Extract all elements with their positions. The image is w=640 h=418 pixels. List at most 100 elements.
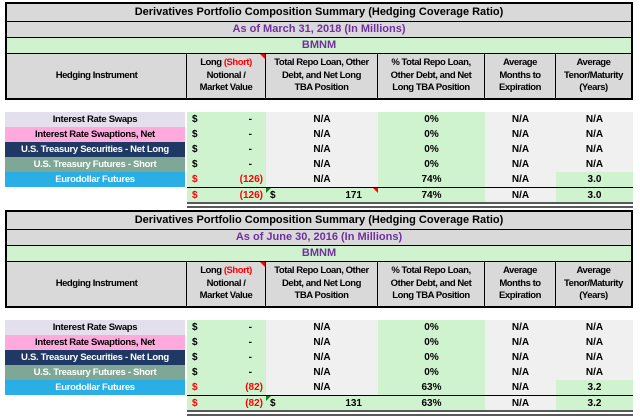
column-header-line: TBA Position — [294, 290, 349, 302]
column-header-line: Market Value — [199, 82, 253, 94]
column-header-avg-months: Average Months to Expiration — [485, 262, 556, 306]
notional-value: - — [248, 352, 252, 363]
table-row: Eurodollar Futures $ (126) N/A 74% N/A 3.0 — [5, 172, 633, 187]
months-cell: N/A — [485, 127, 556, 142]
column-header-line: Notional / — [206, 277, 246, 289]
row-label: Eurodollar Futures — [5, 380, 185, 395]
pct-cell: 63% — [378, 380, 485, 395]
total-pct-cell: 74% — [378, 187, 485, 202]
months-cell: N/A — [485, 365, 556, 380]
column-header-pct-repo: % Total Repo Loan, Other Debt, and Net Lon… — [378, 54, 485, 98]
column-header-line: Long TBA Position — [392, 290, 470, 302]
column-header-line: Total Repo Loan, Other — [274, 57, 369, 69]
column-header-line: Other Debt, and Net — [390, 277, 472, 289]
notional-cell: $ (82) — [187, 380, 266, 395]
currency-symbol: $ — [192, 322, 198, 333]
comment-indicator-icon — [373, 188, 378, 193]
column-header-line: Hedging Instrument — [55, 277, 138, 289]
tenor-cell: N/A — [556, 112, 633, 127]
notional-cell: $ - — [187, 365, 266, 380]
column-header-line: % Total Repo Loan, — [391, 57, 471, 69]
table-title: Derivatives Portfolio Composition Summar… — [7, 212, 631, 230]
column-header-line: Months to — [499, 277, 541, 289]
notional-value: - — [248, 129, 252, 140]
column-header-line: Months to — [499, 69, 541, 81]
table-row: Interest Rate Swaptions, Net $ - N/A 0% N/A N/… — [5, 127, 633, 142]
table-row: Eurodollar Futures $ (82) N/A 63% N/A 3.2 — [5, 380, 633, 395]
pct-cell: 0% — [378, 112, 485, 127]
repo-cell: N/A — [266, 172, 378, 187]
table-row: Interest Rate Swaps $ - N/A 0% N/A N/A — [5, 320, 633, 335]
currency-symbol: $ — [192, 114, 198, 125]
row-label: U.S. Treasury Securities - Net Long — [5, 142, 185, 157]
months-cell: N/A — [485, 335, 556, 350]
tenor-cell: N/A — [556, 127, 633, 142]
total-notional-cell: $ (82) — [187, 395, 266, 410]
total-tenor-cell: 3.2 — [556, 395, 633, 410]
column-header-avg-months: Average Months to Expiration — [485, 54, 556, 98]
formula-flag-icon — [266, 396, 271, 401]
tenor-cell: N/A — [556, 320, 633, 335]
pct-cell: 0% — [378, 127, 485, 142]
months-cell: N/A — [485, 380, 556, 395]
months-cell: N/A — [485, 157, 556, 172]
row-label: Interest Rate Swaps — [5, 112, 185, 127]
column-header-line: Expiration — [499, 82, 541, 94]
notional-cell: $ - — [187, 127, 266, 142]
column-header-line: % Total Repo Loan, — [391, 265, 471, 277]
notional-cell: $ - — [187, 142, 266, 157]
derivatives-summary-table: Derivatives Portfolio Composition Summar… — [5, 2, 633, 208]
column-header-hedging-instrument: Hedging Instrument — [7, 54, 187, 98]
column-header-line: Debt, and Net Long — [282, 69, 361, 81]
table-row: U.S. Treasury Futures - Short $ - N/A 0% N/A N… — [5, 157, 633, 172]
column-header-line: Long TBA Position — [392, 82, 470, 94]
row-label: U.S. Treasury Futures - Short — [5, 365, 185, 380]
total-repo-cell: $131 — [266, 395, 378, 410]
repo-cell: N/A — [266, 320, 378, 335]
total-months-cell: N/A — [485, 187, 556, 202]
repo-cell: N/A — [266, 127, 378, 142]
repo-cell: N/A — [266, 380, 378, 395]
pct-cell: 0% — [378, 320, 485, 335]
total-row: $ (82) $131 63% N/A 3.2 — [5, 395, 633, 410]
derivatives-summary-table: Derivatives Portfolio Composition Summar… — [5, 210, 633, 416]
column-header-line: Hedging Instrument — [55, 69, 138, 81]
notional-value: (126) — [239, 174, 263, 185]
currency-symbol: $ — [192, 352, 198, 363]
notional-value: - — [248, 144, 252, 155]
notional-value: - — [248, 337, 252, 348]
double-underline-rule — [187, 202, 633, 208]
column-header-line: Long (Short) — [200, 265, 252, 278]
spacer — [5, 100, 633, 112]
currency-symbol: $ — [192, 382, 198, 393]
repo-cell: N/A — [266, 112, 378, 127]
table-row: U.S. Treasury Securities - Net Long $ - N/A… — [5, 142, 633, 157]
comment-indicator-icon — [260, 54, 265, 59]
long-label: Long — [200, 265, 222, 277]
spacer — [5, 308, 633, 320]
tenor-cell: N/A — [556, 157, 633, 172]
notional-value: - — [248, 322, 252, 333]
total-notional-cell: $ (126) — [187, 187, 266, 202]
tenor-cell: 3.0 — [556, 172, 633, 187]
column-header-hedging-instrument: Hedging Instrument — [7, 262, 187, 306]
months-cell: N/A — [485, 142, 556, 157]
column-header-line: TBA Position — [294, 82, 349, 94]
tenor-cell: 3.2 — [556, 380, 633, 395]
double-underline-rule — [187, 410, 633, 416]
currency-symbol: $ — [192, 398, 198, 409]
repo-cell: N/A — [266, 157, 378, 172]
total-row-label — [5, 187, 185, 202]
months-cell: N/A — [485, 320, 556, 335]
column-header-line: Market Value — [199, 290, 253, 302]
repo-cell: N/A — [266, 350, 378, 365]
currency-symbol: $ — [192, 367, 198, 378]
column-header-line: Average — [576, 265, 611, 277]
column-header-line: Average — [576, 57, 611, 69]
currency-symbol: $ — [192, 159, 198, 170]
column-header-line: Notional / — [206, 69, 246, 81]
table-header-block: Derivatives Portfolio Composition Summar… — [5, 2, 633, 100]
total-repo-cell: $171 — [266, 187, 378, 202]
total-repo-value: 171 — [345, 190, 362, 201]
tenor-cell: N/A — [556, 335, 633, 350]
